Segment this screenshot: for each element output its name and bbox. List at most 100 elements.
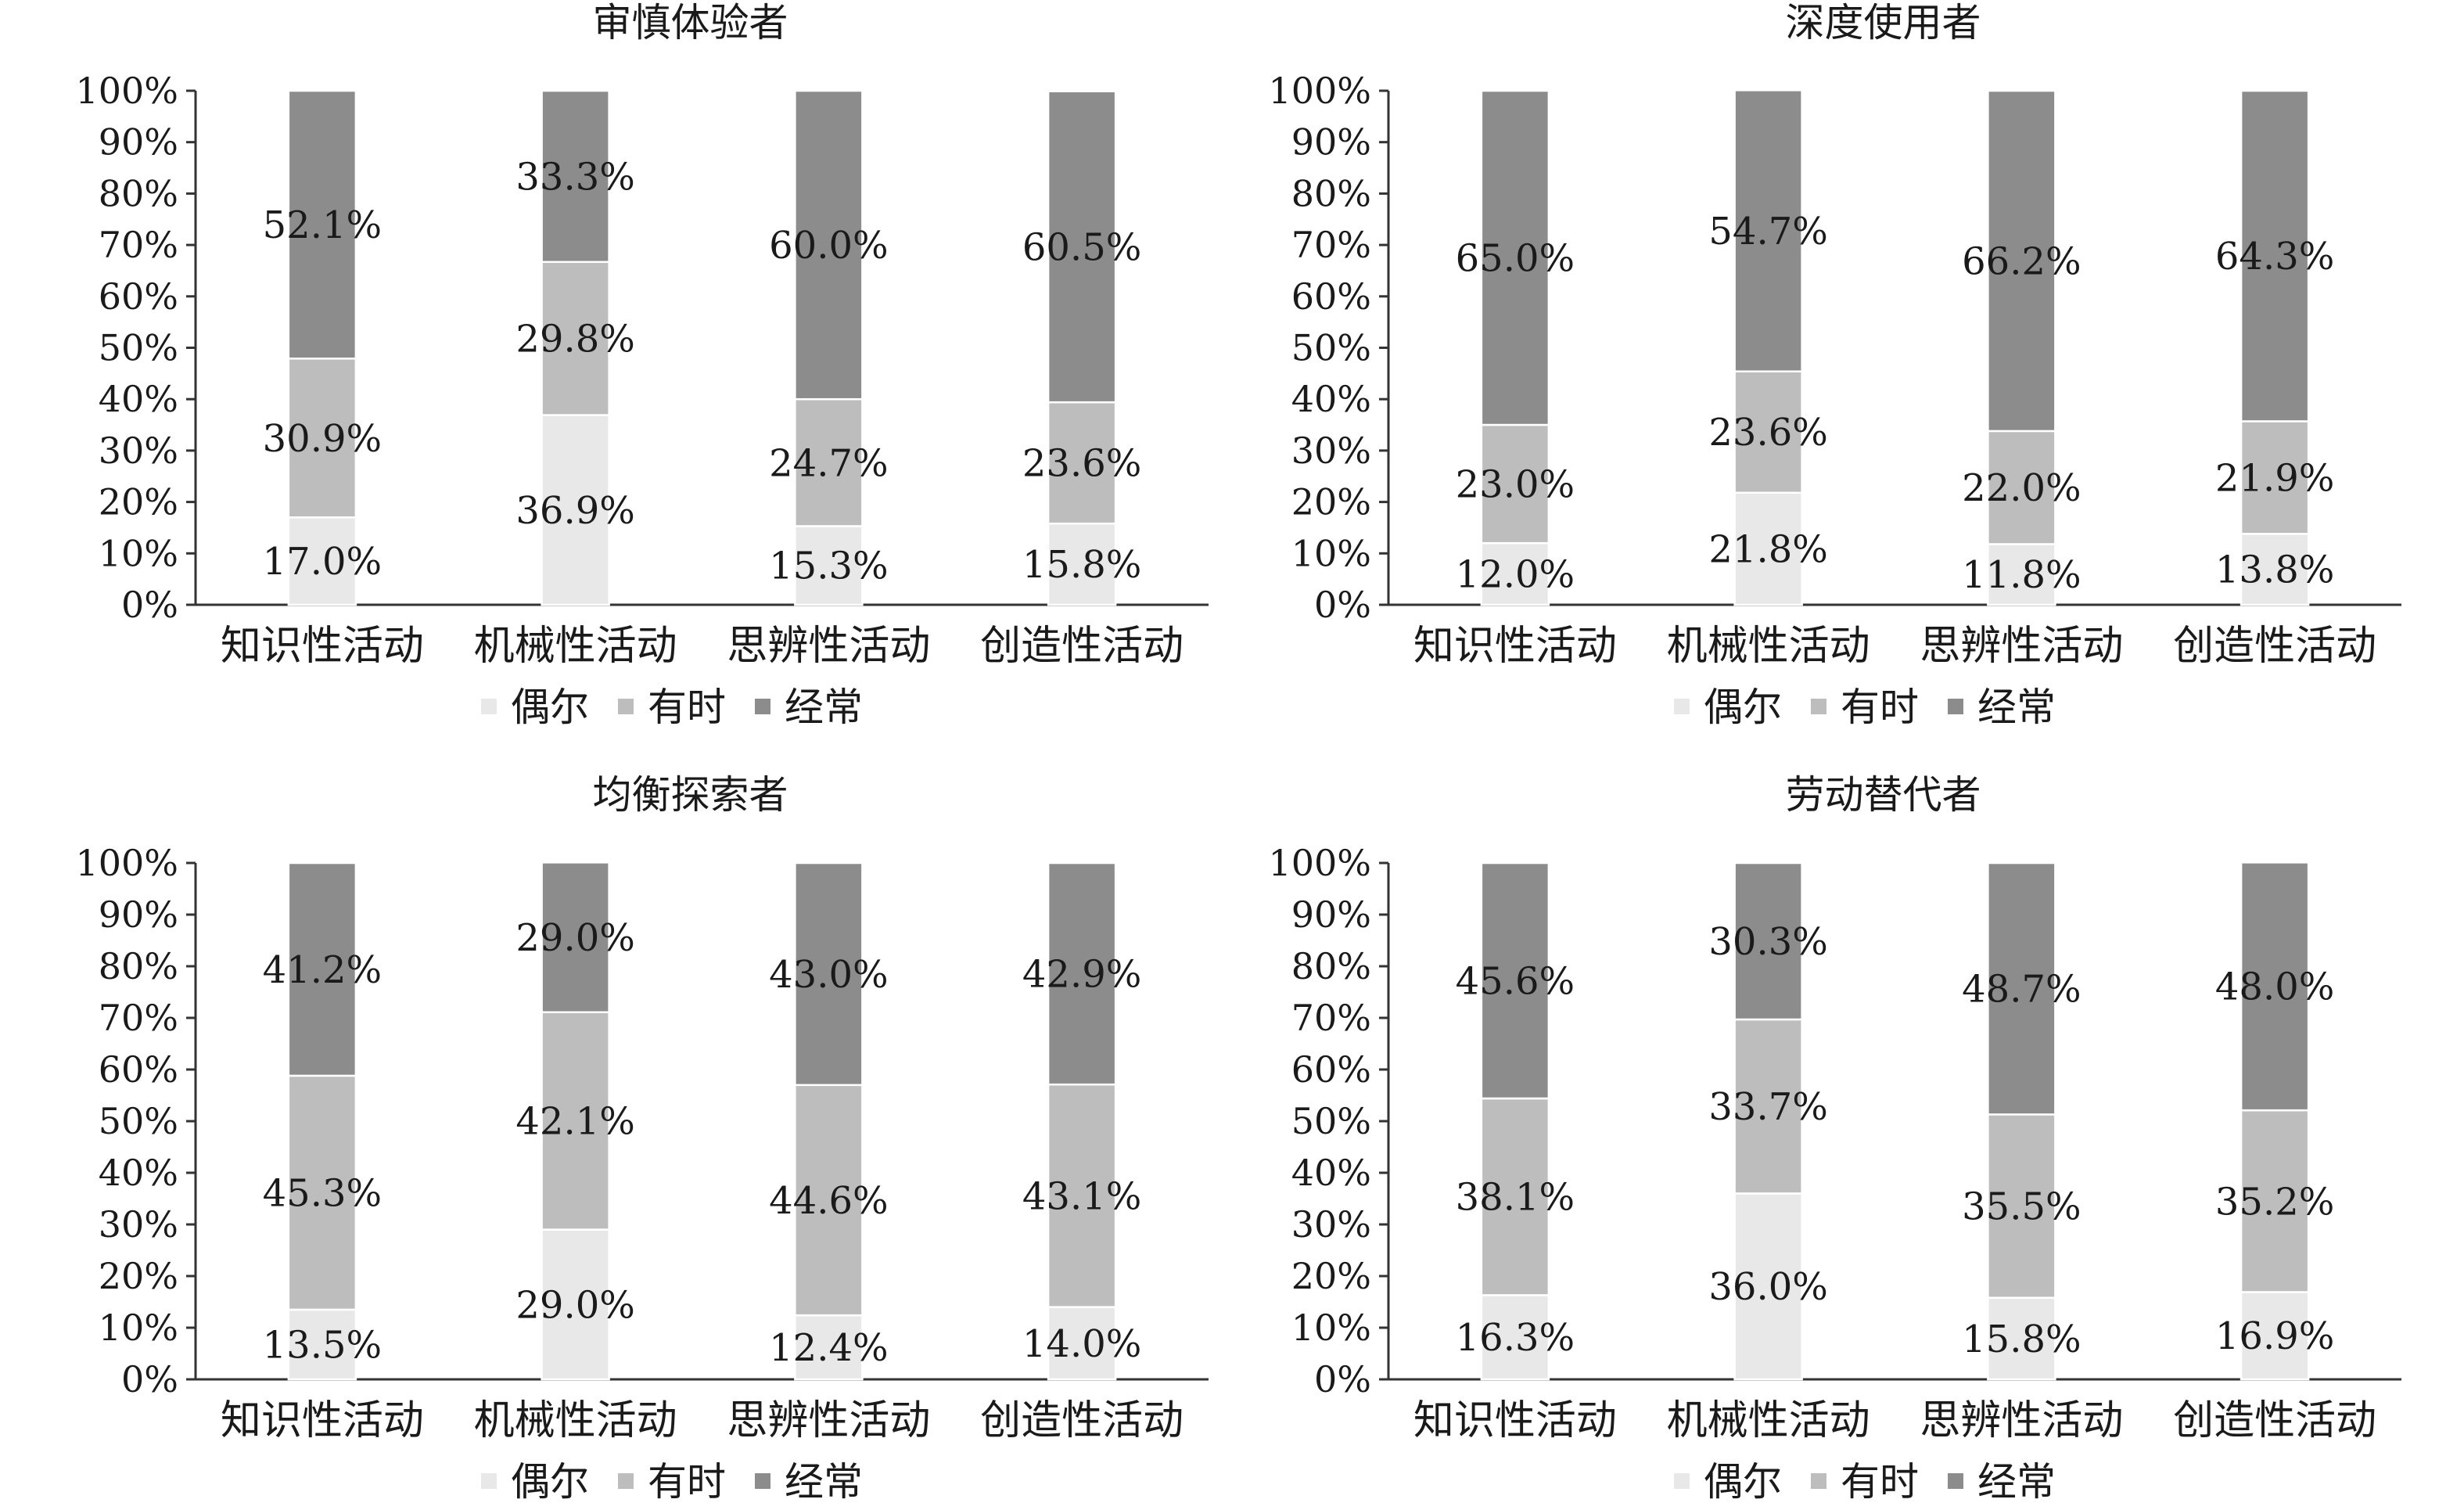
chart-panel-3: 均衡探索者 0% 10% 20% 30% 40% 50% 60% 70% 80% 90% 100% 13… [75, 772, 1209, 1505]
chart-panel-1: 审慎体验者 0% 10% 20% 30% 40% 50% 60% 70% 80% 90% 100% 17… [75, 0, 1209, 730]
x-tick-label: 思辨性活动 [1920, 1397, 2123, 1444]
y-tick-label: 30% [99, 430, 178, 472]
bar-segment [1733, 89, 1803, 372]
y-tick-label: 30% [99, 1203, 178, 1246]
bar-segment [2240, 861, 2310, 1112]
bar-segment [1480, 1097, 1550, 1296]
bar-segment [541, 261, 610, 416]
y-tick-label: 100% [1268, 842, 1371, 884]
data-label: 64.3% [2215, 235, 2334, 279]
y-tick-label: 70% [99, 997, 178, 1039]
data-label: 45.6% [1456, 959, 1575, 1003]
legend-label: 偶尔 [1704, 1459, 1782, 1505]
data-label: 30.9% [263, 417, 382, 461]
data-label: 30.3% [1708, 920, 1827, 964]
data-label: 38.1% [1456, 1176, 1575, 1220]
legend-swatch [755, 1473, 770, 1489]
bar-segment [2240, 533, 2310, 606]
legend-label: 经常 [785, 1459, 863, 1505]
data-label: 15.8% [1022, 543, 1141, 587]
bar-segment [2240, 1109, 2310, 1293]
y-tick-label: 70% [1291, 224, 1371, 266]
bar-segment [794, 397, 864, 527]
data-label: 13.5% [263, 1323, 382, 1367]
bar-segment [794, 1084, 864, 1317]
legend-swatch [618, 1473, 634, 1489]
y-tick-label: 40% [99, 378, 178, 420]
y-tick-label: 70% [1291, 997, 1371, 1039]
data-label: 23.6% [1708, 411, 1827, 455]
x-tick-label: 知识性活动 [1413, 623, 1617, 670]
legend-swatch [1811, 1473, 1826, 1489]
y-tick-label: 80% [99, 945, 178, 987]
data-label: 35.5% [1962, 1185, 2081, 1229]
legend-swatch [481, 1473, 497, 1489]
bar-segment [794, 89, 864, 401]
data-label: 14.0% [1022, 1322, 1141, 1366]
bar-segment [1987, 89, 2056, 433]
legend-label: 偶尔 [1704, 685, 1782, 730]
data-label: 13.8% [2215, 548, 2334, 592]
y-tick-label: 30% [1291, 430, 1371, 472]
x-tick-label: 机械性活动 [474, 623, 677, 670]
bar-segment [1480, 1294, 1550, 1381]
data-label: 15.3% [769, 545, 888, 588]
y-tick-label: 40% [1291, 1152, 1371, 1194]
data-label: 36.9% [515, 489, 634, 533]
x-tick-label: 创造性活动 [980, 1397, 1184, 1444]
data-label: 41.2% [263, 948, 382, 992]
y-tick-label: 0% [1314, 1358, 1371, 1400]
chart-panel-2: 深度使用者 0% 10% 20% 30% 40% 50% 60% 70% 80% 90% 100% 12… [1268, 0, 2401, 730]
y-tick-label: 0% [1314, 584, 1371, 626]
bar-segment [1987, 861, 2056, 1116]
y-tick-label: 0% [121, 1358, 178, 1400]
data-label: 29.0% [515, 916, 634, 960]
data-label: 42.1% [515, 1100, 634, 1144]
chart-title: 劳动替代者 [1786, 772, 1981, 818]
bar-segment [1480, 541, 1550, 606]
bar-segment [287, 516, 357, 606]
bar-segment [1733, 370, 1803, 494]
data-label: 23.0% [1456, 463, 1575, 507]
legend-swatch [1811, 699, 1826, 714]
y-tick-label: 10% [1291, 532, 1371, 574]
bar-segment [1047, 522, 1117, 606]
data-label: 17.0% [263, 540, 382, 584]
y-tick-label: 20% [99, 481, 178, 523]
y-tick-label: 60% [99, 275, 178, 318]
data-label: 35.2% [2215, 1180, 2334, 1224]
data-label: 33.3% [515, 155, 634, 199]
y-tick-label: 40% [1291, 378, 1371, 420]
y-tick-label: 90% [99, 121, 178, 164]
x-tick-label: 机械性活动 [474, 1397, 677, 1444]
data-label: 66.2% [1962, 239, 2081, 283]
bar-segment [1987, 1296, 2056, 1381]
legend-swatch [1674, 699, 1690, 714]
y-tick-label: 60% [1291, 1048, 1371, 1091]
chart-title: 均衡探索者 [593, 772, 788, 818]
x-tick-label: 知识性活动 [221, 623, 424, 670]
y-tick-label: 50% [1291, 1100, 1371, 1142]
data-label: 22.0% [1962, 466, 2081, 510]
data-label: 48.7% [1962, 968, 2081, 1012]
chart-title: 深度使用者 [1786, 0, 1981, 45]
bar-segment [287, 358, 357, 519]
y-tick-label: 20% [1291, 1255, 1371, 1297]
bar-segment [287, 861, 357, 1077]
data-label: 16.9% [2215, 1314, 2334, 1358]
y-tick-label: 80% [1291, 945, 1371, 987]
legend-label: 有时 [648, 1459, 726, 1505]
bar-segment [541, 861, 610, 1013]
y-tick-label: 40% [99, 1152, 178, 1194]
bar-segment [2240, 1291, 2310, 1381]
y-tick-label: 50% [99, 327, 178, 369]
bar-segment [1047, 861, 1117, 1086]
bar-segment [1480, 423, 1550, 545]
data-label: 15.8% [1962, 1318, 2081, 1361]
y-tick-label: 100% [75, 70, 178, 112]
data-label: 54.7% [1708, 210, 1827, 253]
x-tick-label: 机械性活动 [1667, 1397, 1870, 1444]
legend-label: 偶尔 [511, 685, 589, 730]
legend-label: 有时 [648, 685, 726, 730]
data-label: 43.1% [1022, 1174, 1141, 1218]
